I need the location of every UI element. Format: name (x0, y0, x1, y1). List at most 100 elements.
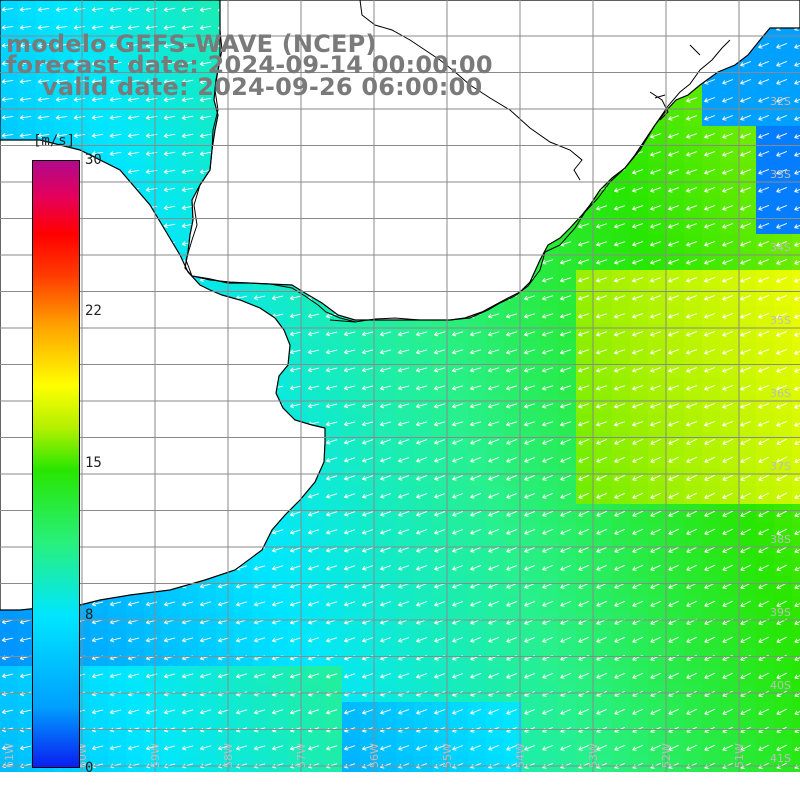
wind-arrow (542, 546, 554, 553)
wind-arrow (686, 313, 698, 319)
wind-arrow (686, 187, 698, 193)
wind-arrow (380, 673, 392, 679)
wind-arrow (668, 474, 679, 481)
wind-arrow (416, 565, 428, 571)
wind-arrow (127, 115, 140, 121)
wind-arrow (722, 223, 734, 229)
wind-arrow (379, 349, 392, 355)
wind-arrow (740, 205, 752, 211)
wind-arrow (614, 672, 626, 679)
wind-arrow (650, 438, 662, 445)
wind-arrow (109, 637, 122, 643)
wind-arrow (361, 367, 374, 373)
wind-arrow (19, 97, 32, 102)
wind-arrow (740, 133, 752, 139)
wind-arrow (650, 546, 662, 553)
wind-arrow (415, 421, 428, 427)
wind-arrow (542, 672, 554, 679)
wind-arrow (127, 61, 140, 67)
wind-arrow (398, 601, 410, 607)
wind-arrow (199, 151, 212, 157)
longitude-label: 54W (514, 743, 527, 768)
wind-arrow (380, 547, 392, 553)
wind-arrow (506, 547, 518, 553)
wind-cell (792, 594, 800, 613)
wind-arrow (181, 637, 194, 643)
longitude-label: 51W (733, 743, 746, 768)
wind-arrow (289, 313, 302, 319)
wind-arrow (740, 492, 751, 499)
wind-arrow (397, 349, 410, 355)
wind-arrow (505, 331, 518, 337)
wind-arrow (776, 169, 788, 175)
wind-arrow (523, 403, 536, 409)
wind-arrow (362, 457, 374, 463)
wind-arrow (686, 421, 698, 427)
wind-arrow (614, 259, 626, 265)
wind-arrow (668, 259, 680, 265)
wind-arrow (55, 7, 68, 12)
wind-arrow (668, 582, 679, 589)
wind-arrow (541, 313, 554, 319)
wind-arrow (668, 636, 679, 643)
wind-arrow (37, 25, 50, 30)
wind-arrow (253, 637, 266, 643)
wind-arrow (523, 421, 536, 427)
wind-arrow (596, 438, 608, 445)
wind-arrow (434, 493, 446, 499)
wind-arrow (469, 349, 482, 355)
wind-arrow (776, 259, 788, 265)
wind-arrow (289, 529, 302, 535)
wind-arrow (578, 313, 590, 319)
wind-arrow (704, 636, 715, 643)
wind-arrow (740, 115, 752, 121)
wind-arrow (686, 367, 698, 373)
wind-arrow (434, 547, 446, 553)
wind-arrow (433, 385, 446, 391)
wind-arrow (596, 205, 608, 211)
colorbar-tick-8: 8 (85, 607, 94, 623)
wind-arrow (470, 529, 482, 535)
wind-arrow (1, 7, 14, 12)
wind-arrow (470, 673, 482, 679)
wind-arrow (416, 457, 428, 463)
wind-arrow (199, 673, 212, 679)
wind-arrow (343, 385, 356, 391)
wind-arrow (541, 349, 554, 355)
wind-arrow (722, 205, 734, 211)
wind-arrow (308, 673, 320, 679)
wind-arrow (686, 600, 697, 607)
wind-arrow (398, 583, 410, 589)
wind-arrow (758, 403, 770, 409)
wind-arrow (614, 438, 626, 445)
wind-arrow (722, 385, 734, 391)
wind-arrow (1, 43, 14, 48)
wind-arrow (686, 474, 697, 481)
wind-arrow (199, 43, 212, 49)
wind-arrow (704, 259, 716, 265)
wind-arrow (37, 61, 50, 66)
wind-arrow (614, 582, 626, 589)
wind-arrow (578, 564, 590, 571)
wind-arrow (740, 600, 751, 607)
wind-arrow (416, 511, 428, 517)
wind-arrow (506, 457, 518, 463)
wind-arrow (740, 438, 751, 445)
wind-arrow (415, 385, 428, 391)
colorbar-tick-0: 0 (85, 760, 94, 776)
wind-arrow (596, 421, 608, 427)
wind-arrow (560, 259, 572, 265)
wind-arrow (163, 187, 176, 193)
wind-arrow (217, 673, 230, 679)
wind-arrow (415, 367, 428, 373)
wind-arrow (650, 636, 662, 643)
wind-arrow (362, 511, 374, 517)
wind-arrow (596, 349, 608, 355)
wind-arrow (344, 457, 356, 463)
wind-arrow (308, 493, 320, 499)
wind-arrow (541, 295, 554, 301)
wind-arrow (704, 510, 715, 517)
latitude-label: 40S (770, 679, 791, 692)
wind-arrow (271, 529, 284, 535)
wind-arrow (578, 546, 590, 553)
